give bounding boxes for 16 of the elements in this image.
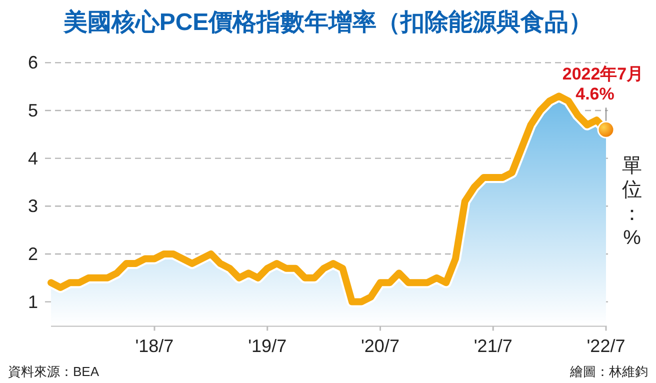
x-tick-label: '22/7	[586, 336, 626, 356]
chart-title: 美國核心PCE價格指數年增率（扣除能源與食品）	[62, 8, 593, 36]
x-tick-label: '20/7	[360, 336, 400, 356]
y-tick-label: 6	[28, 52, 38, 73]
source-note: 資料來源：BEA	[8, 364, 100, 379]
y-tick-label: 1	[28, 292, 38, 312]
y-tick-label: 2	[28, 244, 38, 264]
x-tick-label: '18/7	[135, 336, 174, 356]
annotation: 2022年7月 4.6%	[562, 64, 644, 104]
y-axis-title: 單位：%	[622, 155, 642, 249]
x-tick-label: '19/7	[248, 336, 287, 356]
x-tick-label: '21/7	[474, 336, 512, 356]
y-tick-label: 3	[28, 196, 38, 216]
text: 繪圖：林維鈞	[569, 364, 648, 379]
y-tick-label: 4	[28, 148, 38, 168]
y-tick-label: 5	[28, 100, 38, 121]
